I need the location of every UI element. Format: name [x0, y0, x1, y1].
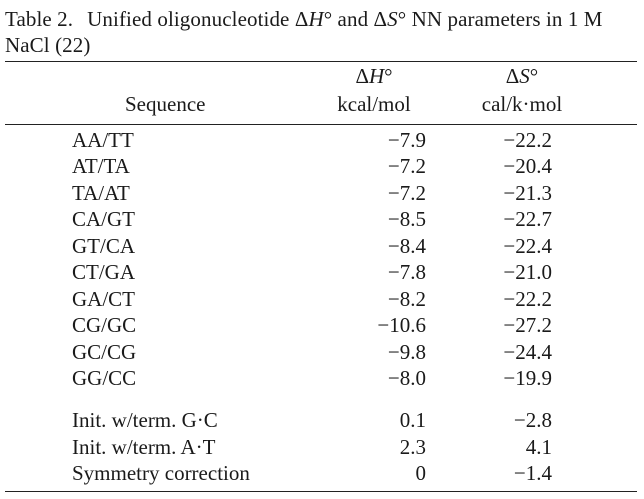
row-sequence: GA/CT — [72, 287, 135, 311]
row-sequence: CG/GC — [72, 313, 137, 337]
row-delta-h: −8.0 — [387, 366, 426, 390]
sequence-header: Sequence — [125, 92, 206, 116]
dh-degree: ° — [384, 64, 393, 88]
row-delta-h: −9.8 — [387, 340, 426, 364]
caption-text-mid: ° and — [323, 7, 374, 31]
delta-s-header: ΔS° — [462, 64, 582, 88]
row-delta-h: −10.6 — [377, 313, 426, 337]
row-sequence: CA/GT — [72, 207, 135, 231]
extra-row-delta-h: 2.3 — [399, 435, 426, 459]
row-sequence: AT/TA — [72, 154, 130, 178]
row-delta-s: −22.4 — [503, 234, 552, 258]
caption-text: Unified oligonucleotide — [87, 7, 295, 31]
caption-s-symbol: S — [387, 7, 398, 31]
caption-delta-s-symbol: Δ — [373, 7, 388, 31]
row-sequence: GT/CA — [72, 234, 135, 258]
row-sequence: GC/CG — [72, 340, 137, 364]
table-label: Table 2. — [5, 7, 74, 31]
extra-row-sequence: Init. w/term. A·T — [72, 435, 216, 459]
caption-text-end: ° NN parameters in 1 M NaCl (22) — [5, 7, 603, 57]
row-delta-h: −7.9 — [387, 128, 426, 152]
dh-delta: Δ — [355, 64, 369, 88]
row-delta-s: −27.2 — [503, 313, 552, 337]
caption-delta-h-symbol: Δ — [294, 7, 309, 31]
row-delta-h: −8.2 — [387, 287, 426, 311]
row-delta-s: −22.7 — [503, 207, 552, 231]
extra-row-sequence: Init. w/term. G·C — [72, 408, 218, 432]
row-sequence: AA/TT — [72, 128, 134, 152]
ds-delta: Δ — [505, 64, 520, 88]
extra-row-delta-s: 4.1 — [525, 435, 552, 459]
extra-row-delta-s: −2.8 — [513, 408, 552, 432]
row-delta-h: −8.5 — [387, 207, 426, 231]
table-caption: Table 2. Unified oligonucleotide ΔH° and … — [5, 6, 637, 58]
row-delta-h: −7.8 — [387, 260, 426, 284]
row-delta-s: −20.4 — [503, 154, 552, 178]
header-rule — [5, 124, 637, 125]
row-sequence: TA/AT — [72, 181, 130, 205]
top-rule — [5, 61, 637, 62]
extra-row-delta-s: −1.4 — [513, 461, 552, 485]
row-sequence: CT/GA — [72, 260, 135, 284]
caption-h-symbol: H — [308, 7, 324, 31]
dh-symbol: H — [368, 64, 385, 88]
row-delta-s: −19.9 — [503, 366, 552, 390]
delta-h-unit: kcal/mol — [337, 92, 411, 116]
row-delta-h: −8.4 — [387, 234, 426, 258]
row-delta-s: −21.0 — [503, 260, 552, 284]
ds-symbol: S — [519, 64, 530, 88]
extra-row-delta-h: 0 — [415, 461, 427, 485]
row-delta-s: −24.4 — [503, 340, 552, 364]
extra-row-sequence: Symmetry correction — [72, 461, 250, 485]
ds-degree: ° — [529, 64, 539, 88]
extra-row-delta-h: 0.1 — [399, 408, 426, 432]
row-delta-h: −7.2 — [387, 181, 426, 205]
row-sequence: GG/CC — [72, 366, 137, 390]
delta-h-header: ΔH° — [322, 64, 426, 88]
row-delta-s: −22.2 — [503, 128, 552, 152]
row-delta-h: −7.2 — [387, 154, 426, 178]
row-delta-s: −22.2 — [503, 287, 552, 311]
row-delta-s: −21.3 — [503, 181, 552, 205]
bottom-rule — [5, 491, 637, 492]
delta-s-unit: cal/k·mol — [481, 92, 563, 116]
